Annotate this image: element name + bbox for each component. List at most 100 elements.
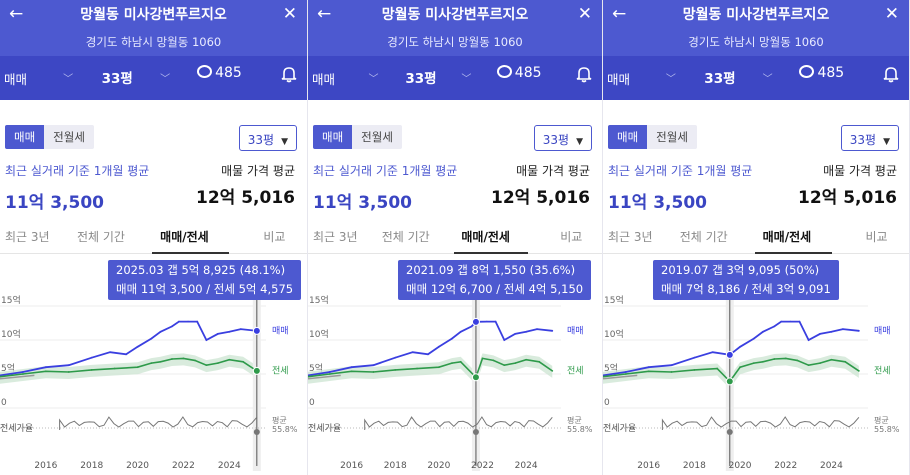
caret-down-icon: ▼ <box>576 137 583 147</box>
rent-range-band <box>603 353 859 389</box>
size-select[interactable]: 33평 <box>101 71 133 87</box>
size-dropdown[interactable]: 33평 ▼ <box>840 125 899 151</box>
close-icon[interactable]: ✕ <box>282 4 297 24</box>
bell-icon[interactable] <box>576 65 592 87</box>
toggle-rent[interactable]: 전월세 <box>656 130 688 144</box>
tab-0[interactable]: 최근 3년 <box>313 230 358 244</box>
tab-2[interactable]: 매매/전세 <box>461 230 510 244</box>
rent-point <box>857 369 860 372</box>
caret-down-icon: ▼ <box>281 137 288 147</box>
tab-3[interactable]: 비교 <box>560 230 583 244</box>
close-icon[interactable]: ✕ <box>577 4 592 24</box>
rent-series-line <box>603 357 860 383</box>
tooltip-price-line: 매매 11억 3,500 / 전세 5억 4,575 <box>116 282 294 296</box>
size-dropdown-value: 33평 <box>542 133 570 147</box>
rent-point <box>716 367 719 370</box>
toggle-trade[interactable]: 매매 <box>313 125 353 149</box>
trade-point <box>196 320 199 323</box>
size-dropdown-value: 33평 <box>849 133 877 147</box>
price-chart: 15억 10억 5억 0 매매 전세 전세가율 평균 55.8% 2016 2018 2020 2022… <box>0 256 307 475</box>
trade-point <box>171 325 173 328</box>
screen-panel: ← 망월동 미사강변푸르지오 ✕ 경기도 하남시 망월동 1060 매매 ﹀ 33평 ﹀ 485… <box>0 0 308 475</box>
back-arrow-icon[interactable]: ← <box>317 4 332 24</box>
ratio-avg-value: 55.8% <box>272 425 298 434</box>
trade-point <box>205 339 208 341</box>
tab-3[interactable]: 비교 <box>865 230 888 244</box>
toggle-rent[interactable]: 전월세 <box>53 130 85 144</box>
trade-point <box>67 364 70 367</box>
rent-point <box>350 370 353 373</box>
trade-point <box>216 332 219 335</box>
toggle-rent[interactable]: 전월세 <box>361 130 393 144</box>
cursor-rent-dot <box>471 373 480 382</box>
ask-price-label: 매물 가격 평균 <box>516 164 590 178</box>
tab-0[interactable]: 최근 3년 <box>5 230 50 244</box>
y-tick-label: 0 <box>604 398 610 408</box>
trade-type-select[interactable]: 매매 <box>4 72 28 87</box>
rent-point <box>844 360 847 363</box>
rent-point <box>44 370 47 373</box>
back-arrow-icon[interactable]: ← <box>9 4 24 24</box>
caret-down-icon: ▼ <box>883 137 890 147</box>
rent-series-label: 전세 <box>272 366 289 377</box>
size-dropdown[interactable]: 33평 ▼ <box>533 125 592 151</box>
close-icon[interactable]: ✕ <box>884 4 899 24</box>
x-tick-label: 2022 <box>172 461 195 471</box>
trade-point <box>525 330 528 333</box>
chevron-down-icon[interactable]: ﹀ <box>762 74 773 85</box>
trade-type-select[interactable]: 매매 <box>607 72 631 87</box>
trade-point <box>437 345 440 348</box>
tab-2[interactable]: 매매/전세 <box>762 230 812 244</box>
x-tick-label: 2022 <box>471 461 494 471</box>
tab-0[interactable]: 최근 3년 <box>608 230 653 244</box>
back-arrow-icon[interactable]: ← <box>612 4 627 24</box>
complex-address: 경기도 하남시 망월동 1060 <box>387 35 523 49</box>
trade-point <box>670 364 673 367</box>
comments-button[interactable]: 485 <box>496 65 542 81</box>
cursor-trade-dot <box>252 326 261 335</box>
y-tick-label: 0 <box>309 398 315 408</box>
bell-icon[interactable] <box>281 65 297 87</box>
chevron-down-icon[interactable]: ﹀ <box>368 74 379 85</box>
rent-point <box>242 360 244 363</box>
rent-point <box>752 362 755 365</box>
tab-1[interactable]: 전체 기간 <box>381 230 430 244</box>
x-tick-label: 2020 <box>427 461 450 471</box>
size-dropdown[interactable]: 33평 ▼ <box>238 125 297 151</box>
rent-point <box>67 371 70 373</box>
rent-point <box>647 370 650 373</box>
rent-series-label: 전세 <box>874 366 891 377</box>
bell-icon[interactable] <box>883 65 899 87</box>
cursor-ratio-dot <box>472 429 479 435</box>
size-select[interactable]: 33평 <box>704 71 736 87</box>
pre-history-line <box>0 374 35 380</box>
rent-point <box>603 375 604 378</box>
size-select[interactable]: 33평 <box>405 71 437 87</box>
trade-point <box>789 320 792 323</box>
active-tab-indicator <box>754 252 832 254</box>
ratio-avg-value: 55.8% <box>567 425 593 434</box>
tooltip-price-line: 매매 7억 8,186 / 전세 3억 9,091 <box>661 282 831 296</box>
tab-1[interactable]: 전체 기간 <box>77 230 125 244</box>
x-tick-label: 2024 <box>218 461 241 471</box>
chevron-down-icon[interactable]: ﹀ <box>461 74 472 85</box>
toggle-trade[interactable]: 매매 <box>608 125 648 149</box>
toggle-trade[interactable]: 매매 <box>5 125 45 149</box>
comments-button[interactable]: 485 <box>197 65 242 81</box>
chevron-down-icon[interactable]: ﹀ <box>665 74 676 85</box>
y-tick-label: 10억 <box>309 328 329 340</box>
trade-point <box>159 330 162 333</box>
chevron-down-icon[interactable]: ﹀ <box>63 74 74 85</box>
tab-1[interactable]: 전체 기간 <box>679 230 728 244</box>
tab-2[interactable]: 매매/전세 <box>160 230 209 244</box>
tab-3[interactable]: 비교 <box>263 230 286 244</box>
trade-point <box>693 356 696 359</box>
complex-address: 경기도 하남시 망월동 1060 <box>688 35 824 49</box>
rent-point <box>830 358 833 361</box>
chevron-down-icon[interactable]: ﹀ <box>160 74 171 85</box>
comment-bubble-icon <box>799 65 815 78</box>
comments-button[interactable]: 485 <box>799 65 844 81</box>
trade-type-select[interactable]: 매매 <box>312 72 336 87</box>
